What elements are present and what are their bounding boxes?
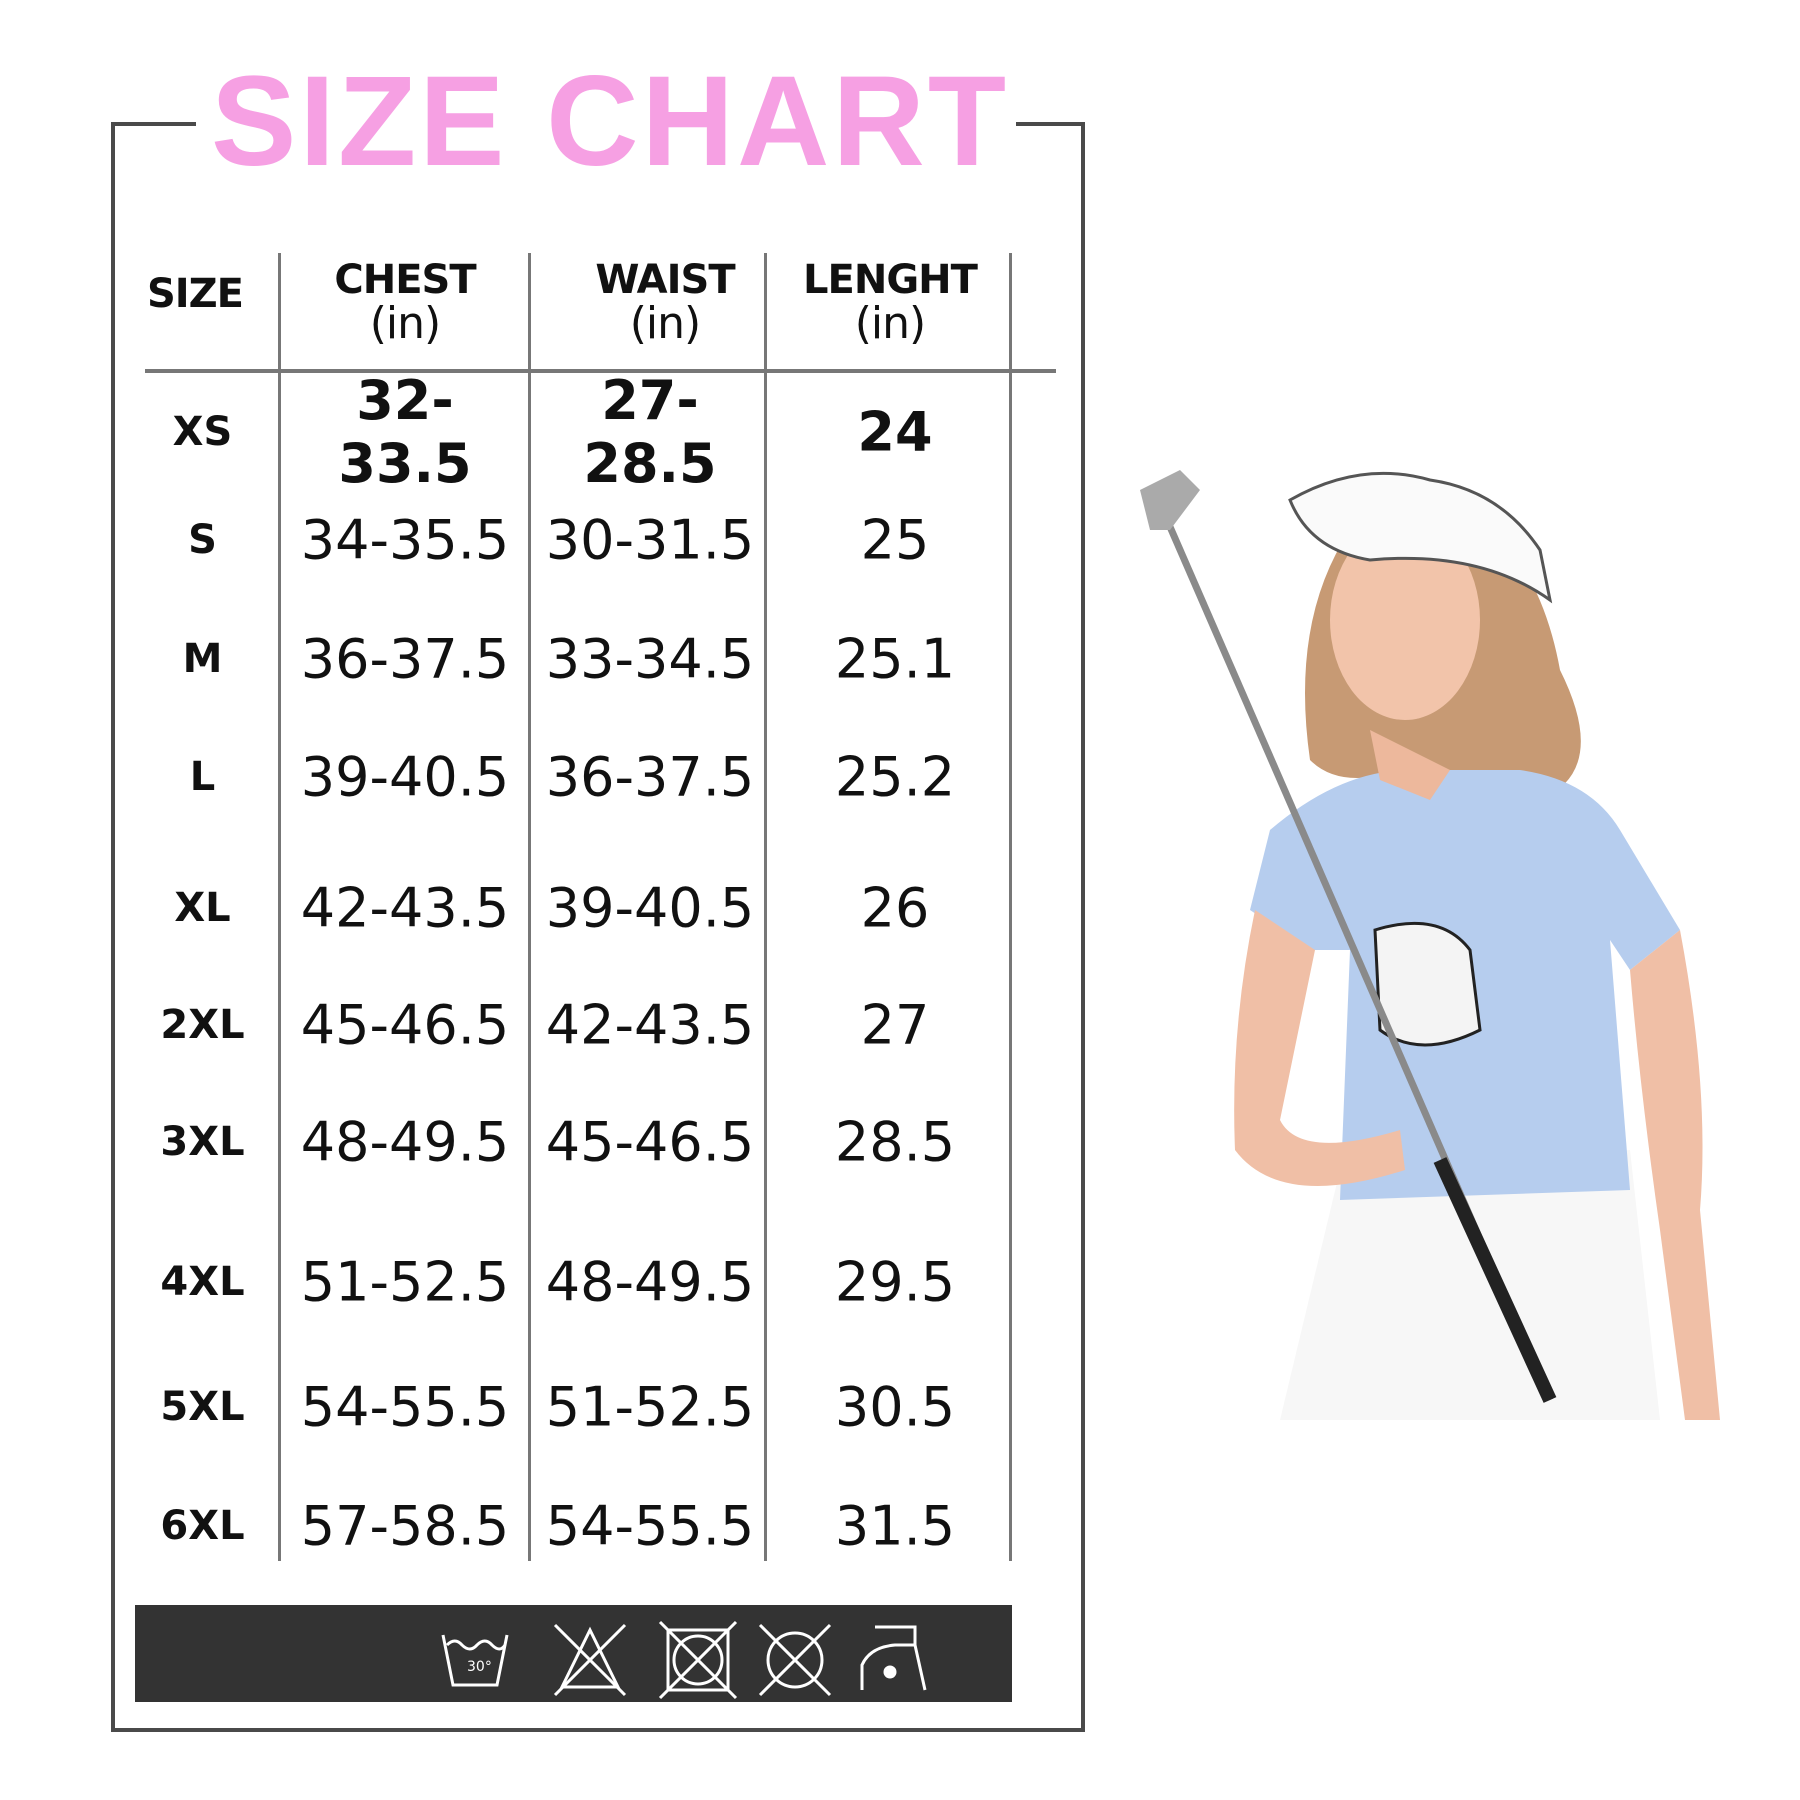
waist-cell: 36-37.5 (545, 745, 755, 809)
length-cell: 25.1 (834, 627, 956, 691)
length-cell: 30.5 (834, 1375, 956, 1439)
column-divider (764, 253, 767, 1561)
size-cell: S (188, 517, 217, 563)
length-cell: 25 (860, 508, 930, 572)
waist-cell: 45-46.5 (545, 1110, 755, 1174)
column-divider (528, 253, 531, 1561)
no-tumble-dry-icon (658, 1620, 738, 1700)
column-divider (1009, 253, 1012, 1561)
chest-cell: 34-35.5 (300, 508, 510, 572)
size-cell: 4XL (160, 1259, 245, 1305)
waist-cell: 51-52.5 (545, 1375, 755, 1439)
chest-cell: 48-49.5 (300, 1110, 510, 1174)
column-divider (278, 253, 281, 1561)
no-bleach-icon (553, 1623, 627, 1697)
length-cell: 26 (860, 876, 930, 940)
no-dry-clean-icon (758, 1623, 832, 1697)
waist-cell: 30-31.5 (545, 508, 755, 572)
length-cell: 25.2 (834, 745, 956, 809)
size-cell: 3XL (160, 1119, 245, 1165)
header-waist: WAIST (in) (595, 257, 735, 349)
size-cell: 2XL (160, 1002, 245, 1048)
header-size: SIZE (146, 271, 244, 317)
size-cell: XL (174, 885, 231, 931)
header-length: LENGHT (in) (803, 257, 978, 349)
waist-cell: 48-49.5 (545, 1250, 755, 1314)
size-cell: XS (172, 409, 233, 455)
waist-cell: 33-34.5 (545, 627, 755, 691)
chest-cell: 54-55.5 (300, 1375, 510, 1439)
length-cell: 24 (857, 400, 933, 464)
waist-cell: 42-43.5 (545, 993, 755, 1057)
svg-text:30°: 30° (467, 1659, 492, 1675)
size-cell: 6XL (160, 1503, 245, 1549)
header-divider (145, 369, 1056, 373)
waist-cell: 27-28.5 (583, 369, 717, 495)
size-cell: M (182, 636, 223, 682)
page-title: SIZE CHART (211, 50, 1009, 193)
care-instructions-bar: 30° (135, 1605, 1012, 1702)
waist-cell: 54-55.5 (545, 1494, 755, 1558)
iron-low-icon (860, 1625, 927, 1691)
chest-cell: 39-40.5 (300, 745, 510, 809)
chest-cell: 42-43.5 (300, 876, 510, 940)
chest-cell: 36-37.5 (300, 627, 510, 691)
waist-cell: 39-40.5 (545, 876, 755, 940)
chest-cell: 57-58.5 (300, 1494, 510, 1558)
length-cell: 27 (860, 993, 930, 1057)
chest-cell: 32-33.5 (338, 369, 472, 495)
size-cell: 5XL (160, 1384, 245, 1430)
wash-30-icon: 30° (441, 1634, 509, 1687)
woman-golfer-photo (1140, 470, 1800, 1420)
chest-cell: 45-46.5 (300, 993, 510, 1057)
length-cell: 28.5 (834, 1110, 956, 1174)
header-chest: CHEST (in) (334, 257, 476, 349)
length-cell: 29.5 (834, 1250, 956, 1314)
chest-cell: 51-52.5 (300, 1250, 510, 1314)
size-cell: L (189, 754, 216, 800)
length-cell: 31.5 (834, 1494, 956, 1558)
